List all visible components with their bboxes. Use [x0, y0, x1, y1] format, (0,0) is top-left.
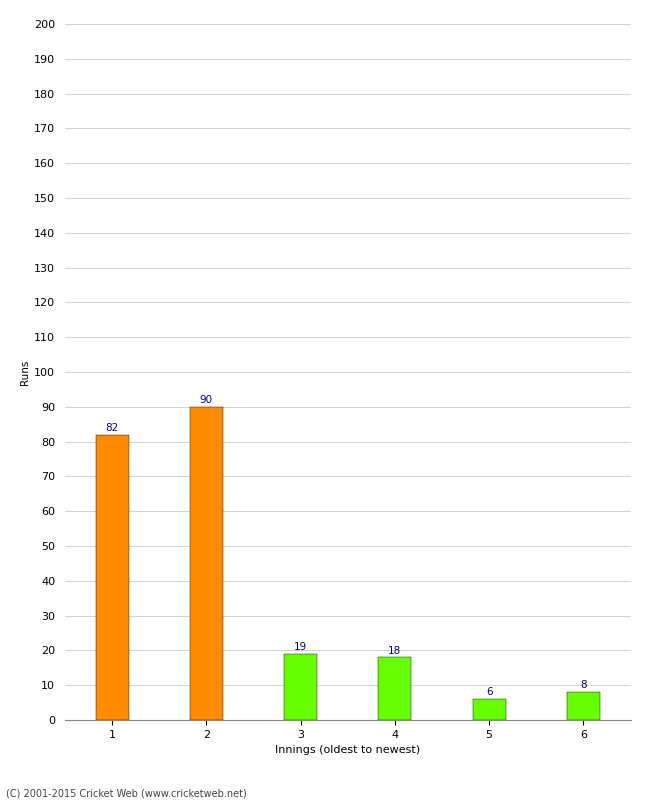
- Text: 90: 90: [200, 395, 213, 405]
- Bar: [378, 658, 411, 720]
- Bar: [190, 406, 223, 720]
- Bar: [567, 692, 600, 720]
- Text: 18: 18: [388, 646, 402, 656]
- Bar: [473, 699, 506, 720]
- Text: 19: 19: [294, 642, 307, 652]
- Text: (C) 2001-2015 Cricket Web (www.cricketweb.net): (C) 2001-2015 Cricket Web (www.cricketwe…: [6, 789, 247, 798]
- Text: 82: 82: [105, 423, 119, 433]
- Text: 8: 8: [580, 681, 587, 690]
- X-axis label: Innings (oldest to newest): Innings (oldest to newest): [275, 746, 421, 755]
- Bar: [284, 654, 317, 720]
- Y-axis label: Runs: Runs: [20, 359, 30, 385]
- Bar: [96, 434, 129, 720]
- Text: 6: 6: [486, 687, 493, 698]
